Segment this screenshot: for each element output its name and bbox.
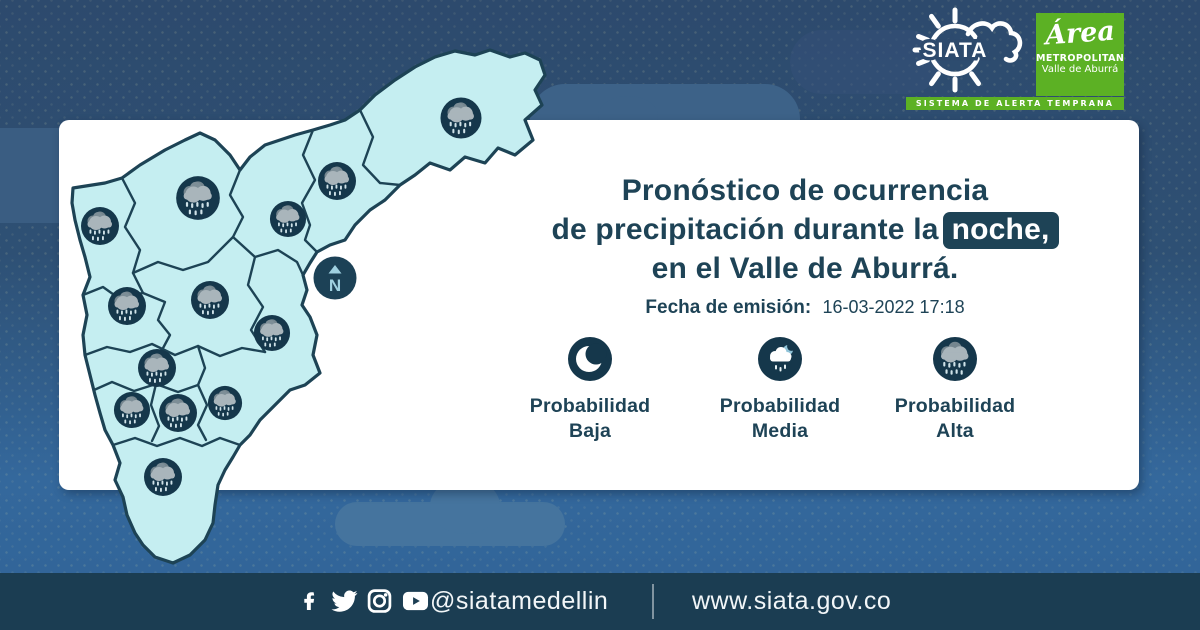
legend-item-baja: Probabilidad Baja xyxy=(490,336,690,444)
cloud-shape xyxy=(790,30,940,94)
amva-logo-sub: Valle de Aburrá xyxy=(1041,64,1119,75)
cloud-light-rain-moon-icon xyxy=(758,337,802,381)
siata-logo: SIATA xyxy=(912,7,1023,93)
instagram-icon[interactable] xyxy=(367,588,392,614)
legend-label-line2: Alta xyxy=(936,420,974,442)
legend-label-line1: Probabilidad xyxy=(894,395,1016,417)
youtube-icon[interactable] xyxy=(401,588,430,614)
legend-label-line2: Media xyxy=(751,420,809,442)
legend-label-line1: Probabilidad xyxy=(719,395,841,417)
facebook-icon[interactable] xyxy=(298,588,322,614)
legend-item-media: Probabilidad Media xyxy=(680,336,880,444)
social-icons xyxy=(298,588,430,614)
footer-divider xyxy=(652,584,654,619)
amva-logo-caps: METROPOLITANA xyxy=(1036,53,1124,64)
forecast-text-block: Pronóstico de ocurrencia de precipitació… xyxy=(455,171,1155,319)
legend-item-alta: Probabilidad Alta xyxy=(855,336,1055,444)
emission-date-label: Fecha de emisión: xyxy=(645,297,812,318)
amva-logo: Área METROPOLITANA Valle de Aburrá xyxy=(1036,13,1124,96)
emission-date-row: Fecha de emisión: 16-03-2022 17:18 xyxy=(455,297,1155,319)
footer-bar: @siatamedellin www.siata.gov.co xyxy=(0,573,1200,630)
legend-label-line1: Probabilidad xyxy=(529,395,651,417)
website-url[interactable]: www.siata.gov.co xyxy=(692,587,892,615)
siata-tagline: SISTEMA DE ALERTA TEMPRANA xyxy=(906,97,1124,110)
emission-date-value: 16-03-2022 17:18 xyxy=(822,297,965,317)
amva-logo-script: Área xyxy=(1044,15,1116,52)
moon-icon xyxy=(568,337,612,381)
forecast-title-line1: Pronóstico de ocurrencia xyxy=(621,174,989,207)
time-of-day-highlight: noche, xyxy=(942,212,1059,249)
twitter-icon[interactable] xyxy=(331,588,358,614)
forecast-title-line2: de precipitación durante la noche, xyxy=(455,210,1155,249)
forecast-title-line2-prefix: de precipitación durante la xyxy=(551,213,939,246)
cloud-heavy-rain-icon xyxy=(933,337,977,381)
svg-text:SIATA: SIATA xyxy=(923,39,988,62)
legend-label-line2: Baja xyxy=(569,420,611,442)
social-handle[interactable]: @siatamedellin xyxy=(430,587,609,615)
forecast-title-line3: en el Valle de Aburrá. xyxy=(651,252,959,285)
